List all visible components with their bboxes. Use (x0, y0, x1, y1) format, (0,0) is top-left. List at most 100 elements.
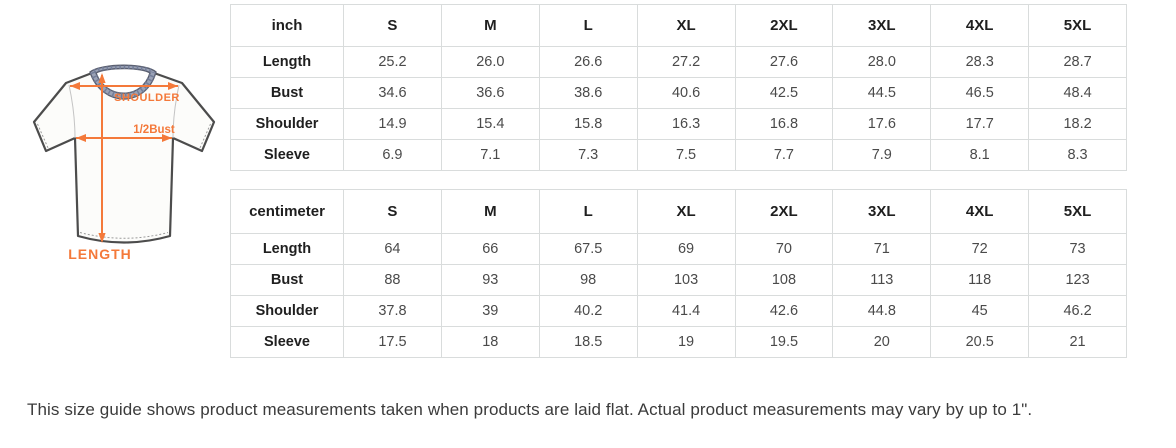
size-header: S (343, 4, 442, 47)
measurement-row: Sleeve 17.5 18 18.5 19 19.5 20 20.5 21 (230, 326, 1127, 358)
measurement-value: 28.3 (930, 46, 1030, 78)
measurement-value: 8.3 (1028, 139, 1127, 171)
measurement-row: Sleeve 6.9 7.1 7.3 7.5 7.7 7.9 8.1 8.3 (230, 139, 1127, 171)
measurement-label: Sleeve (230, 326, 344, 358)
measurement-value: 19 (636, 326, 736, 358)
measurement-value: 113 (832, 264, 932, 296)
measurement-value: 20.5 (930, 326, 1030, 358)
unit-header: inch (230, 4, 344, 47)
measurement-value: 19.5 (734, 326, 834, 358)
measurement-label: Bust (230, 264, 344, 296)
measurement-value: 39 (440, 295, 540, 327)
measurement-value: 46.5 (930, 77, 1030, 109)
measurement-value: 93 (440, 264, 540, 296)
measurement-value: 36.6 (440, 77, 540, 109)
measurement-value: 42.5 (734, 77, 834, 109)
measurement-value: 37.8 (343, 295, 442, 327)
measurement-value: 6.9 (343, 139, 442, 171)
measurement-label: Shoulder (230, 108, 344, 140)
length-label: LENGTH (68, 246, 132, 262)
measurement-value: 98 (538, 264, 638, 296)
measurement-value: 7.5 (636, 139, 736, 171)
size-header: 4XL (930, 189, 1030, 234)
measurement-value: 44.8 (832, 295, 932, 327)
size-table-centimeter: centimeter S M L XL 2XL 3XL 4XL 5XL Length 64 66 67… (230, 189, 1127, 358)
measurement-value: 16.8 (734, 108, 834, 140)
measurement-value: 40.2 (538, 295, 638, 327)
measurement-value: 70 (734, 233, 834, 265)
measurement-value: 38.6 (538, 77, 638, 109)
size-header: 5XL (1028, 4, 1127, 47)
measurement-value: 27.2 (636, 46, 736, 78)
measurement-label: Length (230, 233, 344, 265)
measurement-value: 103 (636, 264, 736, 296)
size-header: M (440, 189, 540, 234)
measurement-row: Length 25.2 26.0 26.6 27.2 27.6 28.0 28.3 28.7 (230, 46, 1127, 78)
measurement-label: Shoulder (230, 295, 344, 327)
measurement-value: 7.3 (538, 139, 638, 171)
measurement-label: Sleeve (230, 139, 344, 171)
size-header: XL (636, 189, 736, 234)
measurement-value: 67.5 (538, 233, 638, 265)
shoulder-label: SHOULDER (114, 92, 180, 104)
measurement-value: 26.0 (440, 46, 540, 78)
measurement-row: Length 64 66 67.5 69 70 71 72 73 (230, 233, 1127, 265)
size-header: 2XL (734, 4, 834, 47)
measurement-value: 28.0 (832, 46, 932, 78)
measurement-value: 8.1 (930, 139, 1030, 171)
measurement-value: 17.5 (343, 326, 442, 358)
measurement-row: Shoulder 37.8 39 40.2 41.4 42.6 44.8 45 46.2 (230, 295, 1127, 327)
measurement-value: 88 (343, 264, 442, 296)
measurement-value: 15.4 (440, 108, 540, 140)
measurement-value: 73 (1028, 233, 1127, 265)
measurement-value: 66 (440, 233, 540, 265)
size-guide-note: This size guide shows product measuremen… (27, 400, 1033, 419)
measurement-value: 46.2 (1028, 295, 1127, 327)
measurement-value: 14.9 (343, 108, 442, 140)
shoulder-measure-arrow (70, 82, 178, 90)
measurement-value: 15.8 (538, 108, 638, 140)
measurement-value: 20 (832, 326, 932, 358)
measurement-value: 40.6 (636, 77, 736, 109)
measurement-row: Bust 34.6 36.6 38.6 40.6 42.5 44.5 46.5 48.4 (230, 77, 1127, 109)
measurement-value: 64 (343, 233, 442, 265)
size-header: 3XL (832, 189, 932, 234)
measurement-value: 17.7 (930, 108, 1030, 140)
measurement-value: 18.5 (538, 326, 638, 358)
measurement-value: 18 (440, 326, 540, 358)
measurement-value: 25.2 (343, 46, 442, 78)
measurement-value: 69 (636, 233, 736, 265)
measurement-value: 108 (734, 264, 834, 296)
measurement-value: 27.6 (734, 46, 834, 78)
measurement-row: Bust 88 93 98 103 108 113 118 123 (230, 264, 1127, 296)
measurement-value: 42.6 (734, 295, 834, 327)
measurement-label: Bust (230, 77, 344, 109)
size-header: 4XL (930, 4, 1030, 47)
size-table-header-row: centimeter S M L XL 2XL 3XL 4XL 5XL (230, 189, 1127, 234)
tshirt-measurement-diagram: SHOULDER 1/2Bust LENGTH (32, 64, 216, 262)
measurement-value: 17.6 (832, 108, 932, 140)
bust-label: 1/2Bust (133, 124, 175, 136)
measurement-value: 26.6 (538, 46, 638, 78)
measurement-value: 41.4 (636, 295, 736, 327)
length-measure-arrow (98, 73, 106, 243)
size-header: S (343, 189, 442, 234)
measurement-row: Shoulder 14.9 15.4 15.8 16.3 16.8 17.6 17.7 18.2 (230, 108, 1127, 140)
measurement-value: 72 (930, 233, 1030, 265)
measurement-value: 34.6 (343, 77, 442, 109)
size-header: L (538, 4, 638, 47)
size-table-header-row: inch S M L XL 2XL 3XL 4XL 5XL (230, 4, 1127, 47)
measurement-value: 16.3 (636, 108, 736, 140)
unit-header: centimeter (230, 189, 344, 234)
size-table-inch: inch S M L XL 2XL 3XL 4XL 5XL Length 25.2 26.0 26.6… (230, 4, 1127, 171)
tshirt-collar (89, 64, 157, 100)
measurement-value: 44.5 (832, 77, 932, 109)
bust-measure-arrow (76, 134, 172, 142)
measurement-value: 118 (930, 264, 1030, 296)
size-header: 3XL (832, 4, 932, 47)
measurement-value: 48.4 (1028, 77, 1127, 109)
size-header: M (440, 4, 540, 47)
size-header: XL (636, 4, 736, 47)
size-tables: inch S M L XL 2XL 3XL 4XL 5XL Length 25.2 26.0 26.6… (230, 4, 1127, 358)
